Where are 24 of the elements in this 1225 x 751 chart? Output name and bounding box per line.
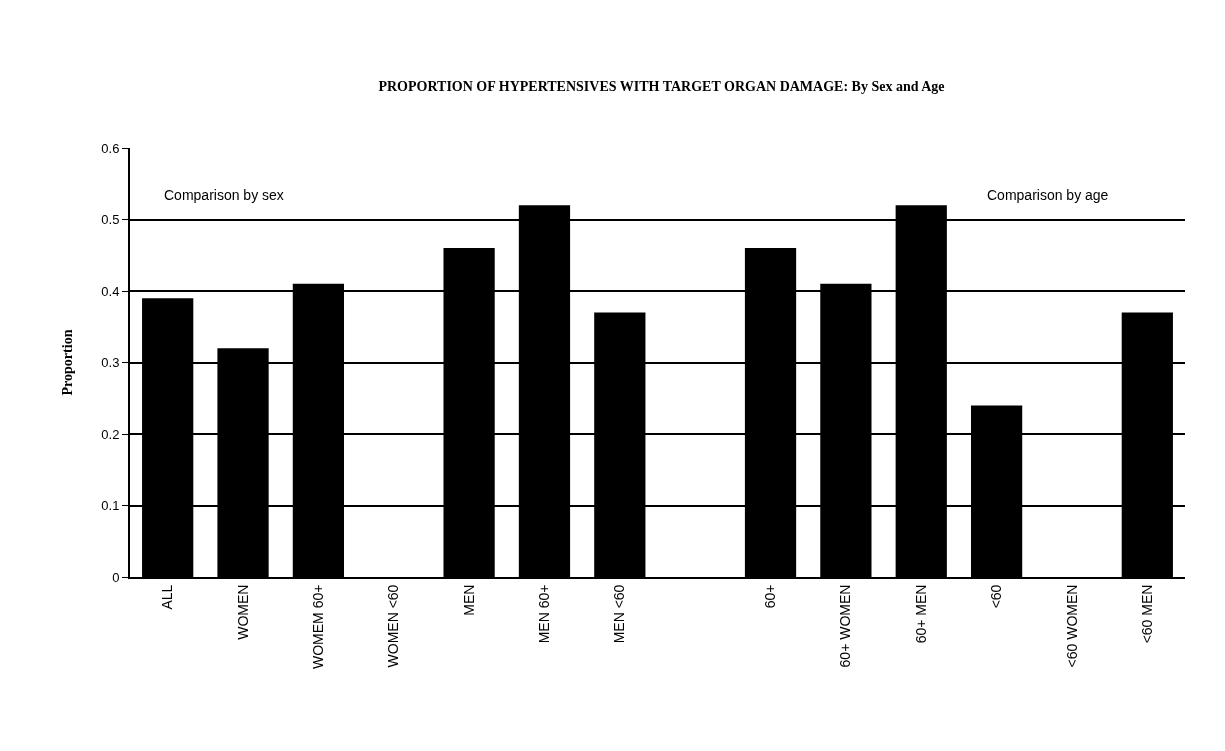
y-axis-title: Proportion (60, 329, 76, 396)
x-tick-label: 60+ WOMEN (837, 584, 854, 668)
x-tick-label: WOMEN (234, 584, 251, 640)
x-tick-label: WOMEN <60 (385, 584, 402, 668)
annotation: Comparison by sex (164, 187, 284, 203)
y-tick-label: 0 (112, 569, 120, 585)
x-tick-label: <60 WOMEN (1063, 584, 1080, 668)
x-tick-label: <60 (988, 584, 1005, 609)
y-tick-label: 0.5 (101, 212, 120, 228)
x-tick-label: MEN <60 (611, 584, 628, 644)
x-tick-label: WOMEM 60+ (309, 584, 326, 670)
x-tick-label: MEN 60+ (536, 584, 553, 644)
y-tick-label: 0.3 (101, 355, 120, 371)
y-tick-label: 0.1 (101, 498, 120, 514)
y-tick-label: 0.2 (101, 426, 120, 442)
x-tick-label: ALL (159, 584, 176, 610)
y-tick-label: 0.6 (101, 140, 120, 156)
y-tick-label: 0.4 (101, 283, 120, 299)
x-tick-label: MEN (460, 584, 477, 616)
annotation: Comparison by age (987, 187, 1109, 203)
x-tick-label: 60+ (762, 584, 779, 609)
x-tick-label: <60 MEN (1138, 584, 1155, 644)
x-tick-label: 60+ MEN (912, 584, 929, 644)
chart-title: PROPORTION OF HYPERTENSIVES WITH TARGET ORGAN DAMAGE: By Sex and Age (378, 79, 945, 95)
